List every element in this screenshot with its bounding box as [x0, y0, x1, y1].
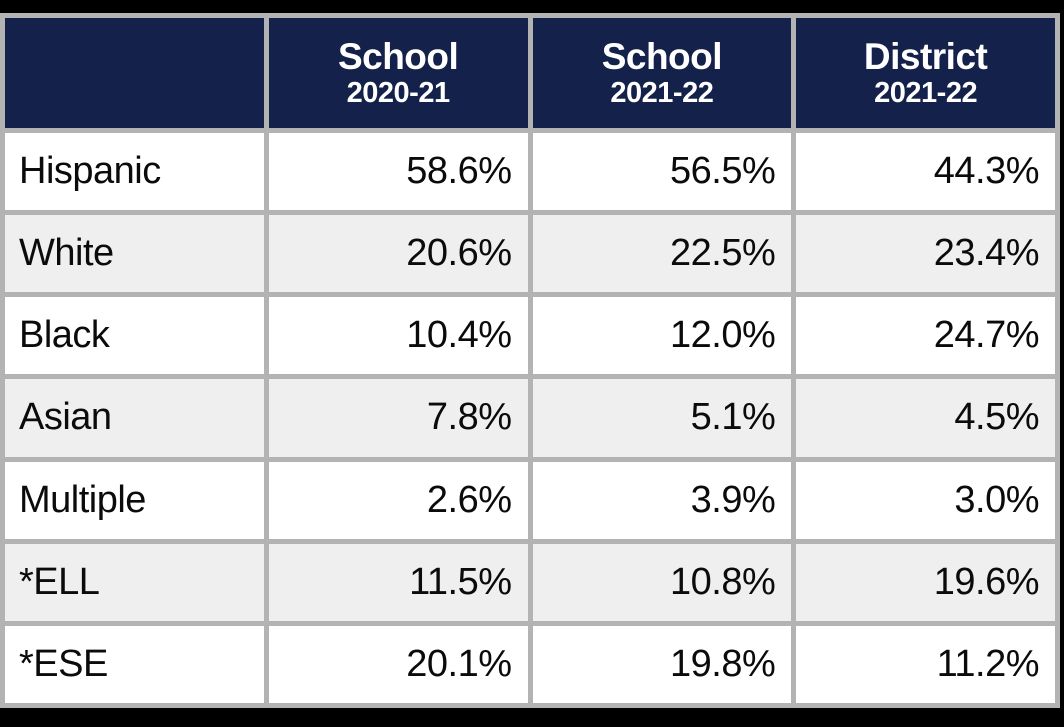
cell-value: 23.4% [796, 215, 1055, 293]
table-row-ell: *ELL 11.5% 10.8% 19.6% [5, 543, 1055, 621]
row-label: Hispanic [5, 133, 264, 211]
table-header: School 2020-21 School 2021-22 District 2… [5, 18, 1055, 128]
table-body: Hispanic 58.6% 56.5% 44.3% White 20.6% 2… [5, 133, 1055, 703]
row-label: *ESE [5, 625, 264, 703]
cell-value: 12.0% [532, 297, 792, 375]
table-row-black: Black 10.4% 12.0% 24.7% [5, 297, 1055, 375]
col-subtitle: 2021-22 [874, 77, 978, 110]
col-header-school-2020-21: School 2020-21 [268, 18, 528, 128]
table-row-hispanic: Hispanic 58.6% 56.5% 44.3% [5, 133, 1055, 211]
table-row-asian: Asian 7.8% 5.1% 4.5% [5, 379, 1055, 457]
col-title: District [863, 35, 988, 77]
cell-value: 24.7% [796, 297, 1055, 375]
col-subtitle: 2021-22 [610, 77, 714, 110]
cell-value: 20.1% [268, 625, 528, 703]
cell-value: 4.5% [796, 379, 1055, 457]
table-row-ese: *ESE 20.1% 19.8% 11.2% [5, 625, 1055, 703]
cell-value: 11.2% [796, 625, 1055, 703]
row-label: Black [5, 297, 264, 375]
col-header-district-2021-22: District 2021-22 [796, 18, 1055, 128]
cell-value: 20.6% [268, 215, 528, 293]
row-label: Multiple [5, 461, 264, 539]
cell-value: 19.6% [796, 543, 1055, 621]
cell-value: 22.5% [532, 215, 792, 293]
table-row-white: White 20.6% 22.5% 23.4% [5, 215, 1055, 293]
cell-value: 7.8% [268, 379, 528, 457]
row-label: Asian [5, 379, 264, 457]
cell-value: 5.1% [532, 379, 792, 457]
cell-value: 19.8% [532, 625, 792, 703]
header-row: School 2020-21 School 2021-22 District 2… [5, 18, 1055, 128]
demographics-table: School 2020-21 School 2021-22 District 2… [0, 13, 1060, 708]
corner-cell [5, 18, 264, 128]
col-subtitle: 2020-21 [346, 77, 450, 110]
cell-value: 3.0% [796, 461, 1055, 539]
col-header-school-2021-22: School 2021-22 [532, 18, 792, 128]
cell-value: 2.6% [268, 461, 528, 539]
cell-value: 10.8% [532, 543, 792, 621]
cell-value: 56.5% [532, 133, 792, 211]
row-label: *ELL [5, 543, 264, 621]
row-label: White [5, 215, 264, 293]
cell-value: 10.4% [268, 297, 528, 375]
col-title: School [601, 35, 723, 77]
cell-value: 44.3% [796, 133, 1055, 211]
col-title: School [337, 35, 459, 77]
cell-value: 11.5% [268, 543, 528, 621]
cell-value: 3.9% [532, 461, 792, 539]
table-row-multiple: Multiple 2.6% 3.9% 3.0% [5, 461, 1055, 539]
cell-value: 58.6% [268, 133, 528, 211]
